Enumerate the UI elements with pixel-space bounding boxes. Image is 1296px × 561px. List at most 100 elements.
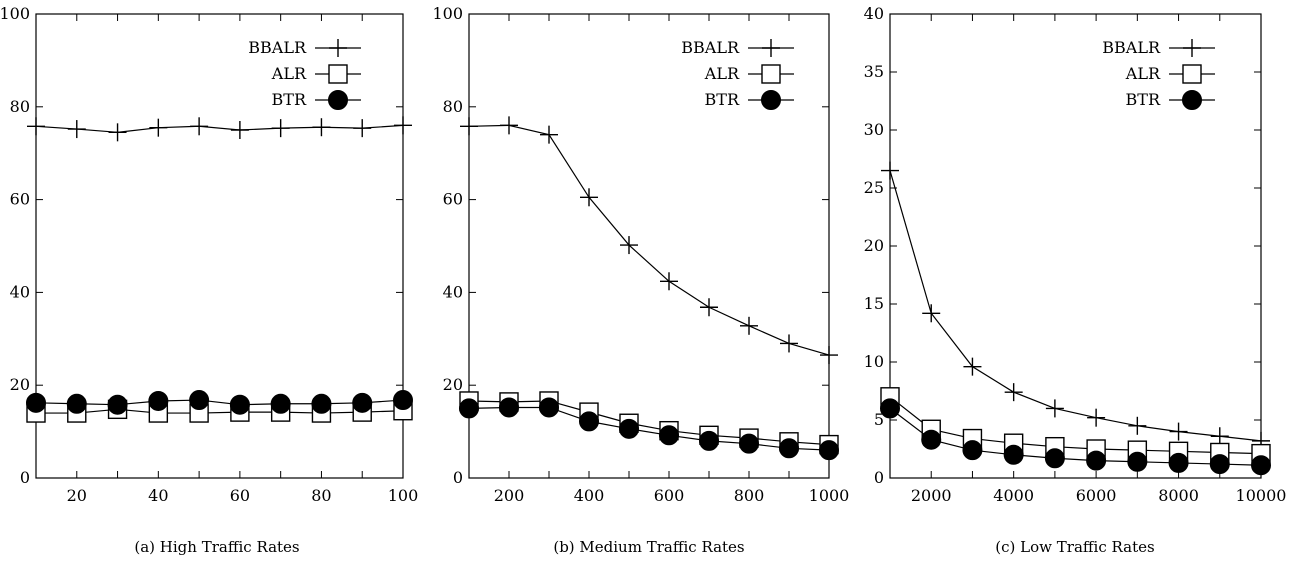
data-point bbox=[579, 411, 599, 432]
y-tick-label: 80 bbox=[443, 97, 463, 116]
data-point bbox=[539, 397, 559, 418]
chart-panel-2: 0 20 40 60 80 100 200 400 600 800 1000 BBALR ALR BTR (… bbox=[432, 4, 849, 556]
legend-label: BTR bbox=[272, 90, 307, 109]
chart-caption: (c) Low Traffic Rates bbox=[995, 538, 1154, 556]
y-tick-label: 100 bbox=[432, 4, 463, 23]
x-tick-label: 200 bbox=[494, 486, 525, 505]
x-tick-label: 10000 bbox=[1236, 486, 1287, 505]
x-tick-label: 4000 bbox=[993, 486, 1034, 505]
data-point bbox=[229, 394, 250, 415]
x-tick-label: 800 bbox=[734, 486, 765, 505]
series-bbalr bbox=[27, 116, 412, 142]
y-tick-label: 0 bbox=[453, 468, 463, 487]
data-point bbox=[620, 236, 638, 255]
y-tick-label: 60 bbox=[443, 190, 463, 209]
chart-caption: (a) High Traffic Rates bbox=[134, 538, 299, 556]
data-point bbox=[700, 298, 718, 317]
legend-marker bbox=[328, 64, 348, 84]
x-tick-label: 60 bbox=[230, 486, 250, 505]
legend: BBALR ALR BTR bbox=[681, 38, 794, 110]
y-tick-label: 20 bbox=[10, 375, 30, 394]
plot-frame bbox=[35, 13, 404, 479]
y-tick-label: 60 bbox=[10, 190, 30, 209]
data-point bbox=[880, 398, 900, 419]
data-point bbox=[1004, 383, 1023, 402]
legend-marker bbox=[761, 90, 781, 110]
x-tick-label: 2000 bbox=[911, 486, 952, 505]
x-tick-label: 20 bbox=[67, 486, 87, 505]
legend-label: BTR bbox=[705, 90, 740, 109]
y-tick-label: 10 bbox=[864, 352, 884, 371]
series-line bbox=[35, 124, 404, 133]
series-bbalr bbox=[460, 116, 838, 365]
legend-marker bbox=[329, 39, 347, 57]
y-tick-label: 15 bbox=[864, 294, 884, 313]
series-line bbox=[889, 407, 1262, 466]
data-point bbox=[540, 125, 558, 144]
data-point bbox=[270, 393, 291, 414]
chart-panel-1: 0 20 40 60 80 100 20 40 60 80 100 BBALR ALR BTR (a) Hi… bbox=[0, 4, 418, 556]
data-point bbox=[190, 117, 209, 136]
legend-marker bbox=[761, 64, 781, 84]
data-point bbox=[499, 397, 519, 418]
y-tick-label: 100 bbox=[0, 4, 30, 23]
legend-marker bbox=[328, 90, 348, 110]
x-tick-label: 600 bbox=[654, 486, 685, 505]
series-btr bbox=[459, 397, 839, 461]
legend-label: BBALR bbox=[248, 38, 307, 57]
legend-marker bbox=[1183, 39, 1201, 57]
series-line bbox=[35, 399, 404, 406]
data-point bbox=[1251, 455, 1271, 476]
data-point bbox=[67, 120, 86, 139]
data-point bbox=[1168, 452, 1189, 473]
x-tick-label: 40 bbox=[148, 486, 168, 505]
data-point bbox=[1087, 408, 1106, 427]
data-point bbox=[107, 394, 128, 415]
data-point bbox=[66, 393, 87, 414]
data-point bbox=[699, 430, 719, 451]
x-tick-label: 100 bbox=[388, 486, 419, 505]
data-point bbox=[962, 440, 983, 461]
y-tick-label: 25 bbox=[864, 178, 884, 197]
data-point bbox=[922, 304, 941, 323]
legend-marker bbox=[1182, 90, 1202, 110]
data-point bbox=[393, 390, 413, 411]
data-point bbox=[881, 161, 899, 180]
legend: BBALR ALR BTR bbox=[248, 38, 361, 110]
y-tick-label: 40 bbox=[864, 4, 884, 23]
data-point bbox=[659, 425, 679, 446]
data-point bbox=[779, 438, 799, 459]
x-tick-label: 80 bbox=[311, 486, 331, 505]
series-btr bbox=[880, 398, 1271, 476]
y-tick-label: 5 bbox=[874, 410, 884, 429]
data-point bbox=[1086, 450, 1107, 471]
y-tick-label: 20 bbox=[864, 236, 884, 255]
y-tick-label: 40 bbox=[443, 282, 463, 301]
data-point bbox=[819, 440, 839, 461]
data-point bbox=[311, 393, 332, 414]
data-point bbox=[1045, 399, 1064, 418]
y-tick-label: 20 bbox=[443, 375, 463, 394]
y-tick-label: 35 bbox=[864, 62, 884, 81]
data-point bbox=[780, 334, 798, 353]
data-point bbox=[352, 392, 373, 413]
legend-label: ALR bbox=[271, 64, 307, 83]
data-point bbox=[619, 418, 639, 439]
data-point bbox=[1003, 444, 1024, 465]
chart-caption: (b) Medium Traffic Rates bbox=[553, 538, 744, 556]
legend-label: BBALR bbox=[681, 38, 740, 57]
series-alr bbox=[880, 387, 1271, 464]
y-tick-label: 40 bbox=[10, 282, 30, 301]
legend-label: BTR bbox=[1126, 90, 1161, 109]
series-line bbox=[468, 124, 830, 356]
chart-panel-3: 0 5 10 15 20 25 30 35 40 2000 4000 6000 8000 10000 BBA… bbox=[864, 4, 1287, 556]
series-btr bbox=[26, 390, 413, 415]
data-point bbox=[148, 390, 169, 411]
data-point bbox=[580, 188, 598, 207]
series-line bbox=[889, 170, 1262, 442]
data-point bbox=[460, 117, 478, 136]
data-point bbox=[1210, 427, 1229, 446]
data-point bbox=[353, 119, 372, 138]
plot-frame bbox=[468, 13, 830, 479]
